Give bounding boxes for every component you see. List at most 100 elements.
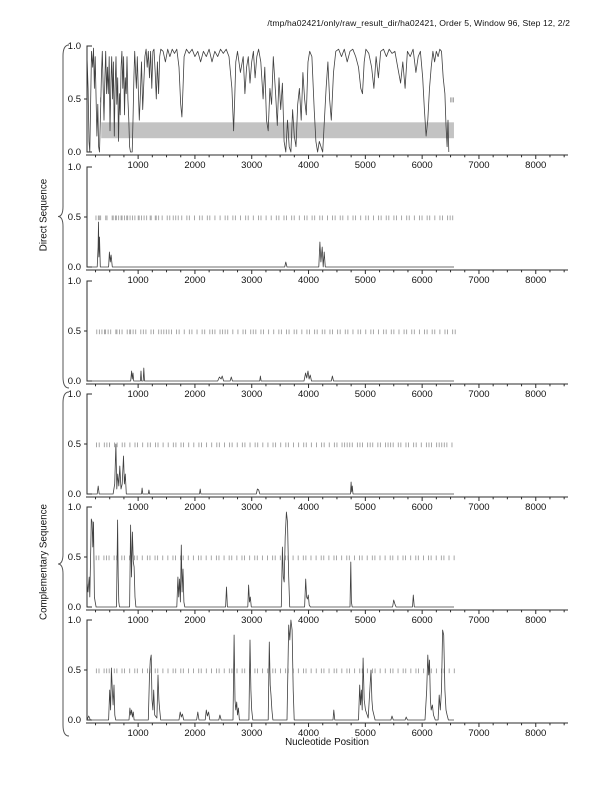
- ruler-ticks: [96, 329, 456, 335]
- x-tick-label: 2000: [184, 615, 205, 626]
- x-tick-label: 5000: [355, 502, 376, 513]
- panel-2-direct-frame-2: 1.0 0.5 0.0 1000 2000 3000 4000 5000 6000 7000 800…: [68, 162, 568, 286]
- y-axis: [84, 45, 92, 153]
- x-tick-label: 5000: [355, 389, 376, 400]
- ruler-ticks: [96, 442, 453, 448]
- ruler-ticks: [95, 555, 455, 561]
- direct-sequence-brace: [57, 44, 70, 389]
- x-tick-label: 5000: [355, 615, 376, 626]
- y-tick-label: 1.0: [68, 389, 81, 400]
- ruler-ticks: [100, 97, 454, 103]
- trace-line: [86, 511, 454, 608]
- y-tick-label: 0.5: [68, 665, 81, 676]
- y-tick-label: 1.0: [68, 41, 81, 52]
- y-tick-label: 1.0: [68, 502, 81, 513]
- x-tick-label: 4000: [298, 160, 319, 171]
- y-axis: [84, 506, 92, 608]
- x-tick-label: 4000: [298, 502, 319, 513]
- y-tick-label: 1.0: [68, 276, 81, 287]
- complementary-sequence-brace: [57, 391, 70, 737]
- x-axis: [86, 269, 568, 274]
- x-tick-label: 1000: [128, 728, 149, 739]
- x-tick-label: 6000: [412, 615, 433, 626]
- ruler-ticks: [95, 668, 455, 674]
- x-tick-label: 3000: [241, 389, 262, 400]
- x-tick-label: 5000: [355, 160, 376, 171]
- y-axis-line: [86, 619, 92, 721]
- x-axis: [86, 496, 568, 501]
- x-tick-label: 1000: [128, 389, 149, 400]
- x-tick-label: 7000: [468, 502, 489, 513]
- x-tick-label: 4000: [298, 615, 319, 626]
- y-tick-label: 0.5: [68, 552, 81, 563]
- x-tick-label: 4000: [298, 275, 319, 286]
- y-tick-label: 1.0: [68, 615, 81, 626]
- y-tick-label: 0.5: [68, 439, 81, 450]
- y-tick-label: 0.0: [68, 147, 81, 158]
- panel-3-direct-frame-3: 1.0 0.5 0.0 1000 2000 3000 4000 5000 6000 7000 800…: [68, 276, 568, 400]
- x-tick-label: 7000: [468, 728, 489, 739]
- x-tick-label: 3000: [241, 615, 262, 626]
- y-axis: [84, 619, 92, 721]
- trace-line: [86, 619, 454, 721]
- complementary-sequence-label: Complementary Sequence: [38, 504, 50, 620]
- x-tick-label: 1000: [128, 502, 149, 513]
- plot-title: /tmp/ha02421/only/raw_result_dir/ha02421…: [267, 18, 570, 28]
- x-tick-label: 3000: [241, 502, 262, 513]
- x-tick-label: 5000: [355, 275, 376, 286]
- x-tick-label: 4000: [298, 728, 319, 739]
- panel-6-complementary-frame-3: 1.0 0.5 0.0 1000 2000 3000 4000 5000 6000 7000 800…: [68, 615, 568, 739]
- ruler-ticks: [95, 215, 454, 221]
- x-tick-label: 8000: [525, 615, 546, 626]
- trace-line: [87, 221, 454, 268]
- y-axis: [84, 393, 92, 495]
- x-tick-label: 2000: [184, 728, 205, 739]
- x-tick-label: 6000: [412, 389, 433, 400]
- trace-line: [86, 47, 450, 153]
- x-tick-label: 6000: [412, 502, 433, 513]
- x-tick-label: 8000: [525, 728, 546, 739]
- x-tick-label: 4000: [298, 389, 319, 400]
- x-tick-label: 1000: [128, 275, 149, 286]
- direct-sequence-label: Direct Sequence: [38, 178, 50, 252]
- y-tick-label: 0.5: [68, 326, 81, 337]
- x-axis: [86, 383, 568, 388]
- x-tick-label: 2000: [184, 275, 205, 286]
- x-axis: [86, 722, 568, 727]
- y-axis: [84, 166, 92, 268]
- x-tick-label: 8000: [525, 275, 546, 286]
- x-tick-label: 8000: [525, 160, 546, 171]
- panel-1-direct-frame-1: 1.0 0.5 0.0 1000 2000 3000 4000 5000 6000 7000 800…: [68, 41, 568, 171]
- y-tick-label: 1.0: [68, 162, 81, 173]
- x-tick-label: 2000: [184, 389, 205, 400]
- x-tick-label: 6000: [412, 275, 433, 286]
- x-tick-label: 1000: [128, 160, 149, 171]
- x-tick-label: 3000: [241, 728, 262, 739]
- x-tick-label: 2000: [184, 160, 205, 171]
- x-tick-label: 6000: [412, 728, 433, 739]
- x-axis: [86, 154, 568, 159]
- y-axis-line: [86, 393, 92, 495]
- x-tick-label: 3000: [241, 275, 262, 286]
- y-tick-label: 0.5: [68, 212, 81, 223]
- trace-line: [87, 443, 454, 495]
- y-axis-line: [86, 280, 92, 382]
- y-axis-line: [86, 166, 92, 268]
- coding-band: [101, 122, 454, 139]
- x-axis: [86, 609, 568, 614]
- y-tick-label: 0.0: [68, 376, 81, 387]
- trace-line: [87, 367, 454, 382]
- x-tick-label: 5000: [355, 728, 376, 739]
- y-tick-label: 0.5: [68, 94, 81, 105]
- x-tick-label: 8000: [525, 389, 546, 400]
- y-tick-label: 0.0: [68, 262, 81, 273]
- x-axis-title: Nucleotide Position: [285, 737, 369, 748]
- x-tick-label: 2000: [184, 502, 205, 513]
- y-tick-label: 0.0: [68, 602, 81, 613]
- x-tick-label: 8000: [525, 502, 546, 513]
- x-tick-label: 1000: [128, 615, 149, 626]
- x-tick-label: 3000: [241, 160, 262, 171]
- y-tick-label: 0.0: [68, 489, 81, 500]
